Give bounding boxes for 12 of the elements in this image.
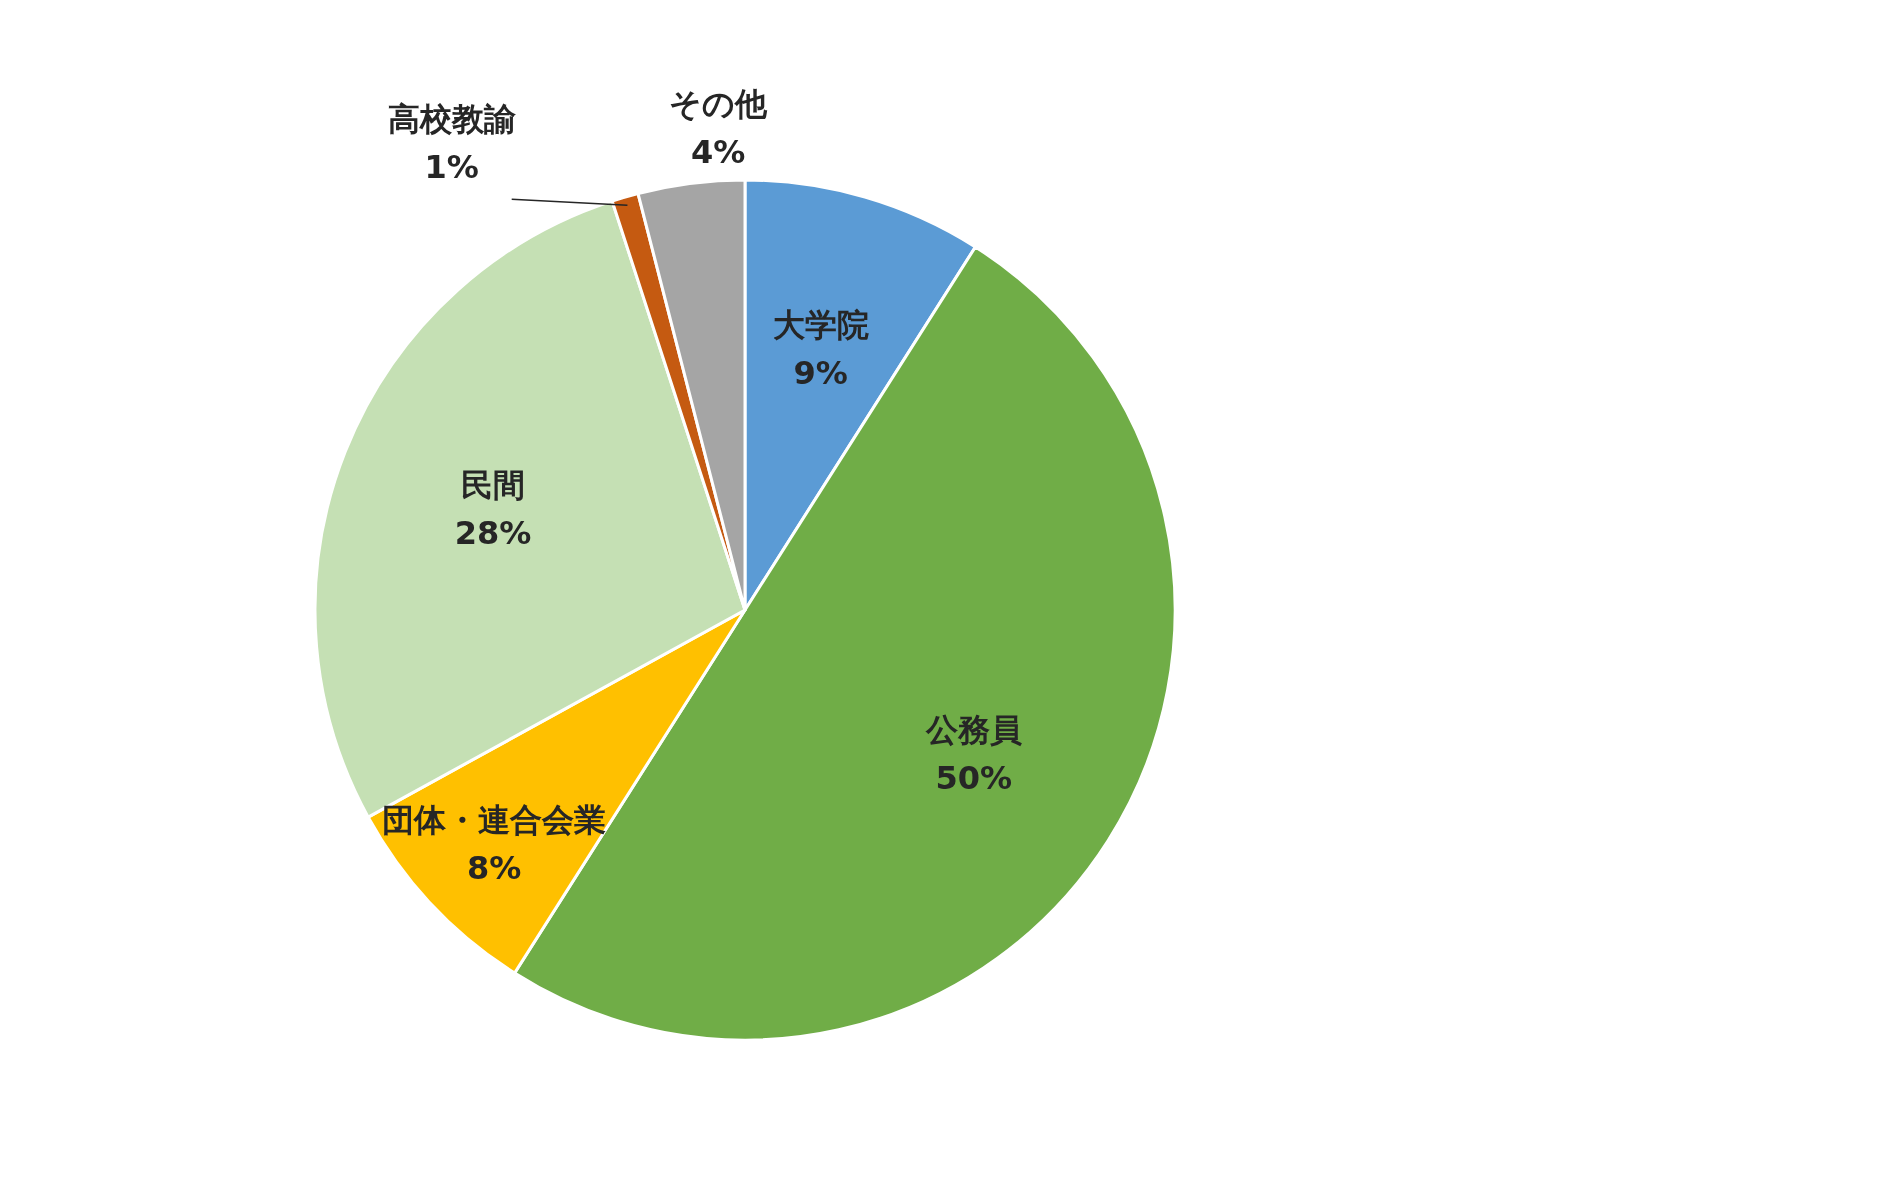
- slice-label: 大学院: [772, 305, 869, 344]
- data-label: 28%: [454, 514, 532, 553]
- slice-label: 高校教諭: [387, 100, 516, 139]
- data-label: 1%: [424, 148, 479, 187]
- data-label: 8%: [467, 849, 522, 888]
- slice-label: 公務員: [924, 711, 1022, 750]
- data-label: 4%: [690, 133, 746, 172]
- slice-label: 民間: [461, 466, 526, 505]
- data-label: 9%: [793, 353, 848, 392]
- slice-label: 団体・連合会業: [382, 801, 607, 840]
- slice-label: その他: [669, 85, 769, 124]
- data-label: 50%: [935, 759, 1013, 798]
